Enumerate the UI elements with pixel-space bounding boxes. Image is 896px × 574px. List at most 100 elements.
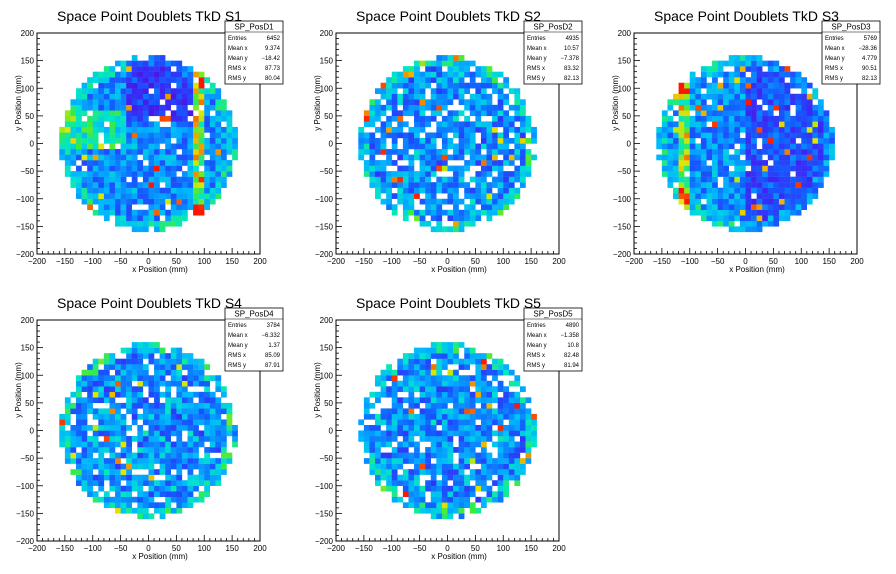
- heatmap-cell: [795, 176, 802, 183]
- heatmap-cell: [823, 171, 830, 177]
- heatmap-cell: [695, 209, 702, 216]
- heatmap-cell: [689, 126, 696, 133]
- stats-label: Mean x: [527, 333, 547, 339]
- heatmap-cell: [773, 66, 780, 72]
- heatmap-cell: [115, 375, 121, 381]
- heatmap-cell: [806, 126, 813, 133]
- heatmap-cell: [767, 126, 774, 133]
- heatmap-cell: [475, 143, 482, 150]
- heatmap-cell: [790, 187, 796, 194]
- heatmap-cell: [92, 176, 99, 183]
- heatmap-cell: [386, 419, 392, 426]
- heatmap-cell: [492, 160, 498, 166]
- heatmap-cell: [475, 104, 482, 111]
- heatmap-cell: [402, 77, 409, 83]
- heatmap-cell: [408, 380, 415, 387]
- heatmap-cell: [778, 66, 785, 72]
- heatmap-cell: [209, 104, 216, 111]
- heatmap-cell: [115, 209, 121, 216]
- y-tick-label: −100: [16, 482, 35, 491]
- heatmap-cell: [131, 55, 138, 61]
- heatmap-cell: [475, 441, 482, 448]
- heatmap-cell: [441, 347, 448, 354]
- heatmap-cell: [402, 436, 409, 442]
- heatmap-cell: [801, 77, 808, 83]
- heatmap-cell: [380, 160, 387, 166]
- heatmap-cell: [414, 375, 420, 381]
- heatmap-cell: [734, 71, 741, 78]
- heatmap-cell: [176, 441, 183, 448]
- heatmap-cell: [458, 198, 465, 205]
- heatmap-cell: [795, 193, 802, 199]
- heatmap-cell: [486, 137, 493, 144]
- heatmap-cell: [784, 132, 791, 139]
- heatmap-cell: [154, 413, 160, 420]
- heatmap-cell: [131, 507, 138, 514]
- heatmap-cell: [193, 480, 199, 486]
- heatmap-cell: [751, 60, 757, 67]
- heatmap-cell: [503, 364, 510, 370]
- heatmap-cell: [689, 132, 696, 139]
- heatmap-cell: [408, 391, 415, 398]
- heatmap-cell: [480, 137, 487, 144]
- heatmap-cell: [503, 402, 510, 409]
- heatmap-cell: [165, 463, 171, 470]
- heatmap-cell: [375, 104, 381, 111]
- heatmap-cell: [232, 143, 238, 150]
- heatmap-cell: [64, 430, 71, 437]
- heatmap-cell: [436, 342, 443, 348]
- heatmap-cell: [159, 408, 166, 415]
- heatmap-cell: [159, 353, 166, 359]
- heatmap-cell: [767, 215, 774, 222]
- heatmap-cell: [756, 60, 763, 67]
- heatmap-cell: [386, 463, 392, 470]
- heatmap-cell: [154, 226, 160, 233]
- heatmap-cell: [181, 71, 188, 78]
- heatmap-cell: [739, 110, 746, 117]
- heatmap-cell: [64, 441, 71, 448]
- heatmap-cell: [109, 66, 116, 72]
- heatmap-cell: [408, 441, 415, 448]
- heatmap-cell: [402, 419, 409, 426]
- heatmap-cell: [148, 353, 155, 359]
- heatmap-cell: [198, 187, 205, 194]
- heatmap-cell: [391, 176, 398, 183]
- heatmap-cell: [414, 364, 420, 370]
- heatmap-cell: [469, 353, 476, 359]
- heatmap-cell: [92, 386, 99, 393]
- heatmap-cell: [187, 380, 194, 387]
- heatmap-cell: [464, 71, 471, 78]
- heatmap-cell: [137, 402, 144, 409]
- heatmap-cell: [76, 458, 82, 464]
- heatmap-cell: [59, 137, 66, 144]
- heatmap-cell: [795, 209, 802, 216]
- y-axis-label: y Position (mm): [313, 75, 322, 131]
- heatmap-cell: [103, 413, 110, 420]
- heatmap-cell: [176, 347, 183, 354]
- heatmap-cell: [469, 99, 476, 106]
- heatmap-cell: [220, 419, 227, 426]
- heatmap-cell: [204, 386, 211, 393]
- heatmap-cell: [170, 176, 177, 183]
- heatmap-cell: [159, 436, 166, 442]
- heatmap-cell: [142, 419, 149, 426]
- heatmap-cell: [773, 126, 780, 133]
- heatmap-cell: [137, 187, 144, 194]
- heatmap-cell: [198, 491, 205, 497]
- heatmap-cell: [363, 408, 370, 415]
- heatmap-cell: [778, 182, 785, 188]
- heatmap-cell: [419, 60, 426, 67]
- heatmap-cell: [475, 66, 482, 72]
- heatmap-cell: [232, 132, 238, 139]
- heatmap-cell: [745, 204, 752, 211]
- heatmap-cell: [98, 358, 105, 365]
- heatmap-cell: [469, 491, 476, 497]
- heatmap-cell: [712, 132, 718, 139]
- heatmap-cell: [131, 82, 138, 89]
- heatmap-cell: [695, 198, 702, 205]
- heatmap-cell: [712, 149, 718, 155]
- heatmap-cell: [430, 88, 437, 94]
- heatmap-cell: [447, 436, 454, 442]
- heatmap-cell: [375, 391, 381, 398]
- heatmap-cell: [109, 110, 116, 117]
